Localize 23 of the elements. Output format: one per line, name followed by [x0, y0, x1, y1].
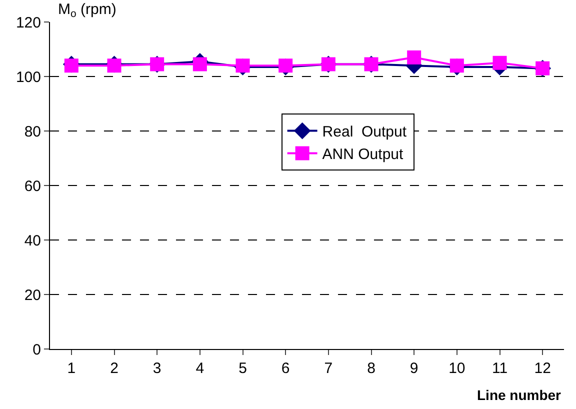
- y-tick-label: 60: [24, 178, 41, 195]
- y-axis-title: M$_{o}$ (rpm): [58, 1, 116, 20]
- y-tick-label: 0: [32, 341, 41, 358]
- y-tick-label: 20: [24, 286, 41, 304]
- y-tick-label: 120: [16, 14, 41, 32]
- x-axis-title: Line number: [477, 387, 562, 403]
- x-tick-label: 5: [238, 360, 247, 377]
- x-tick-label: 1: [67, 360, 76, 377]
- x-tick-label: 6: [281, 360, 290, 377]
- x-tick-label: 9: [410, 360, 418, 377]
- x-tick-label: 2: [110, 360, 118, 377]
- x-tick-label: 12: [534, 360, 551, 377]
- y-tick-label: 80: [24, 123, 41, 140]
- x-tick-label: 3: [152, 360, 162, 377]
- x-tick-label: 4: [196, 360, 204, 377]
- legend-label: ANN Output: [322, 146, 404, 164]
- x-tick-label: 11: [492, 360, 508, 377]
- y-tick-label: 40: [24, 232, 41, 250]
- y-tick-label: 100: [16, 68, 41, 86]
- legend-label: Real Output: [322, 124, 408, 141]
- x-tick-label: 7: [324, 360, 333, 377]
- x-tick-label: 8: [367, 360, 376, 377]
- x-tick-label: 10: [448, 360, 466, 377]
